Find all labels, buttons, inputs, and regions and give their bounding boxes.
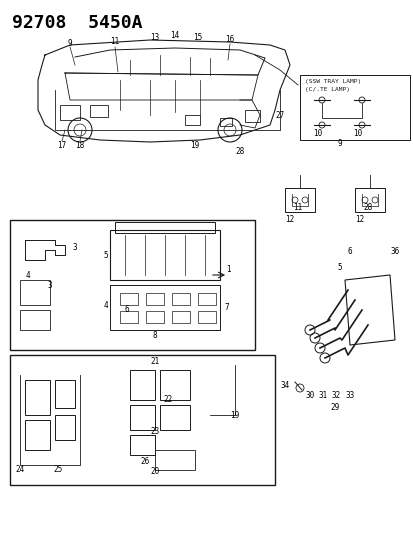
Bar	[159, 405, 190, 430]
Text: 17: 17	[57, 141, 66, 149]
Bar	[55, 415, 75, 440]
Bar	[90, 105, 108, 117]
Text: 12: 12	[285, 215, 294, 224]
Text: 23: 23	[150, 427, 159, 437]
Text: 15: 15	[193, 33, 202, 42]
Text: 13: 13	[150, 33, 159, 42]
Text: 18: 18	[75, 141, 84, 149]
Text: 34: 34	[280, 381, 289, 390]
Bar	[10, 220, 254, 350]
Text: 28: 28	[363, 204, 372, 213]
Bar	[130, 370, 154, 400]
Bar	[154, 450, 195, 470]
Bar	[354, 188, 384, 212]
Bar	[130, 435, 154, 455]
Text: 7: 7	[224, 303, 229, 312]
Bar	[110, 230, 219, 280]
Text: (SSW TRAY LAMP): (SSW TRAY LAMP)	[304, 79, 361, 84]
Bar	[55, 380, 75, 408]
Text: 19: 19	[190, 141, 199, 149]
Bar	[284, 188, 314, 212]
Text: 22: 22	[163, 395, 172, 405]
Text: 5: 5	[337, 263, 342, 272]
Text: 9: 9	[67, 38, 72, 47]
Text: 92708  5450A: 92708 5450A	[12, 14, 142, 32]
Text: 4: 4	[103, 301, 108, 310]
Text: 32: 32	[330, 391, 340, 400]
Text: 29: 29	[330, 403, 339, 413]
Bar	[299, 75, 409, 140]
Bar	[197, 293, 216, 305]
Text: 3: 3	[47, 280, 52, 289]
Text: 8: 8	[152, 330, 157, 340]
Bar	[159, 370, 190, 400]
Bar	[185, 115, 199, 125]
Text: 26: 26	[140, 457, 149, 466]
Bar	[10, 355, 274, 485]
Bar	[60, 105, 80, 120]
Text: 11: 11	[110, 37, 119, 46]
Bar	[146, 311, 164, 323]
Bar	[20, 310, 50, 330]
Bar	[25, 380, 50, 415]
Text: 36: 36	[389, 247, 399, 256]
Text: 5: 5	[103, 251, 108, 260]
Text: 10: 10	[353, 128, 362, 138]
Text: 27: 27	[275, 110, 284, 119]
Text: 33: 33	[344, 391, 354, 400]
Text: 20: 20	[150, 467, 159, 477]
Bar	[146, 293, 164, 305]
Bar	[130, 405, 154, 430]
Bar	[120, 311, 138, 323]
Bar	[244, 110, 259, 122]
Text: 3: 3	[73, 244, 77, 253]
Bar	[120, 293, 138, 305]
Bar	[25, 420, 50, 450]
Text: 28: 28	[235, 148, 244, 157]
Bar	[171, 311, 190, 323]
Bar	[219, 118, 231, 126]
Text: 30: 30	[305, 391, 314, 400]
Text: 21: 21	[150, 358, 159, 367]
Text: 16: 16	[225, 36, 234, 44]
Text: 9: 9	[337, 139, 342, 148]
Text: 31: 31	[318, 391, 327, 400]
Text: 10: 10	[313, 128, 322, 138]
Text: 11: 11	[293, 204, 302, 213]
Text: 19: 19	[230, 410, 239, 419]
Text: 14: 14	[170, 31, 179, 41]
Bar	[20, 280, 50, 305]
Text: 6: 6	[124, 305, 129, 314]
Text: 6: 6	[347, 247, 351, 256]
Text: 24: 24	[15, 465, 24, 474]
Text: 1: 1	[225, 265, 230, 274]
Text: (C/.TE LAMP): (C/.TE LAMP)	[304, 87, 349, 92]
Text: 4: 4	[26, 271, 30, 279]
Text: 12: 12	[354, 215, 364, 224]
Bar	[171, 293, 190, 305]
Bar	[197, 311, 216, 323]
Text: 25: 25	[53, 465, 62, 474]
